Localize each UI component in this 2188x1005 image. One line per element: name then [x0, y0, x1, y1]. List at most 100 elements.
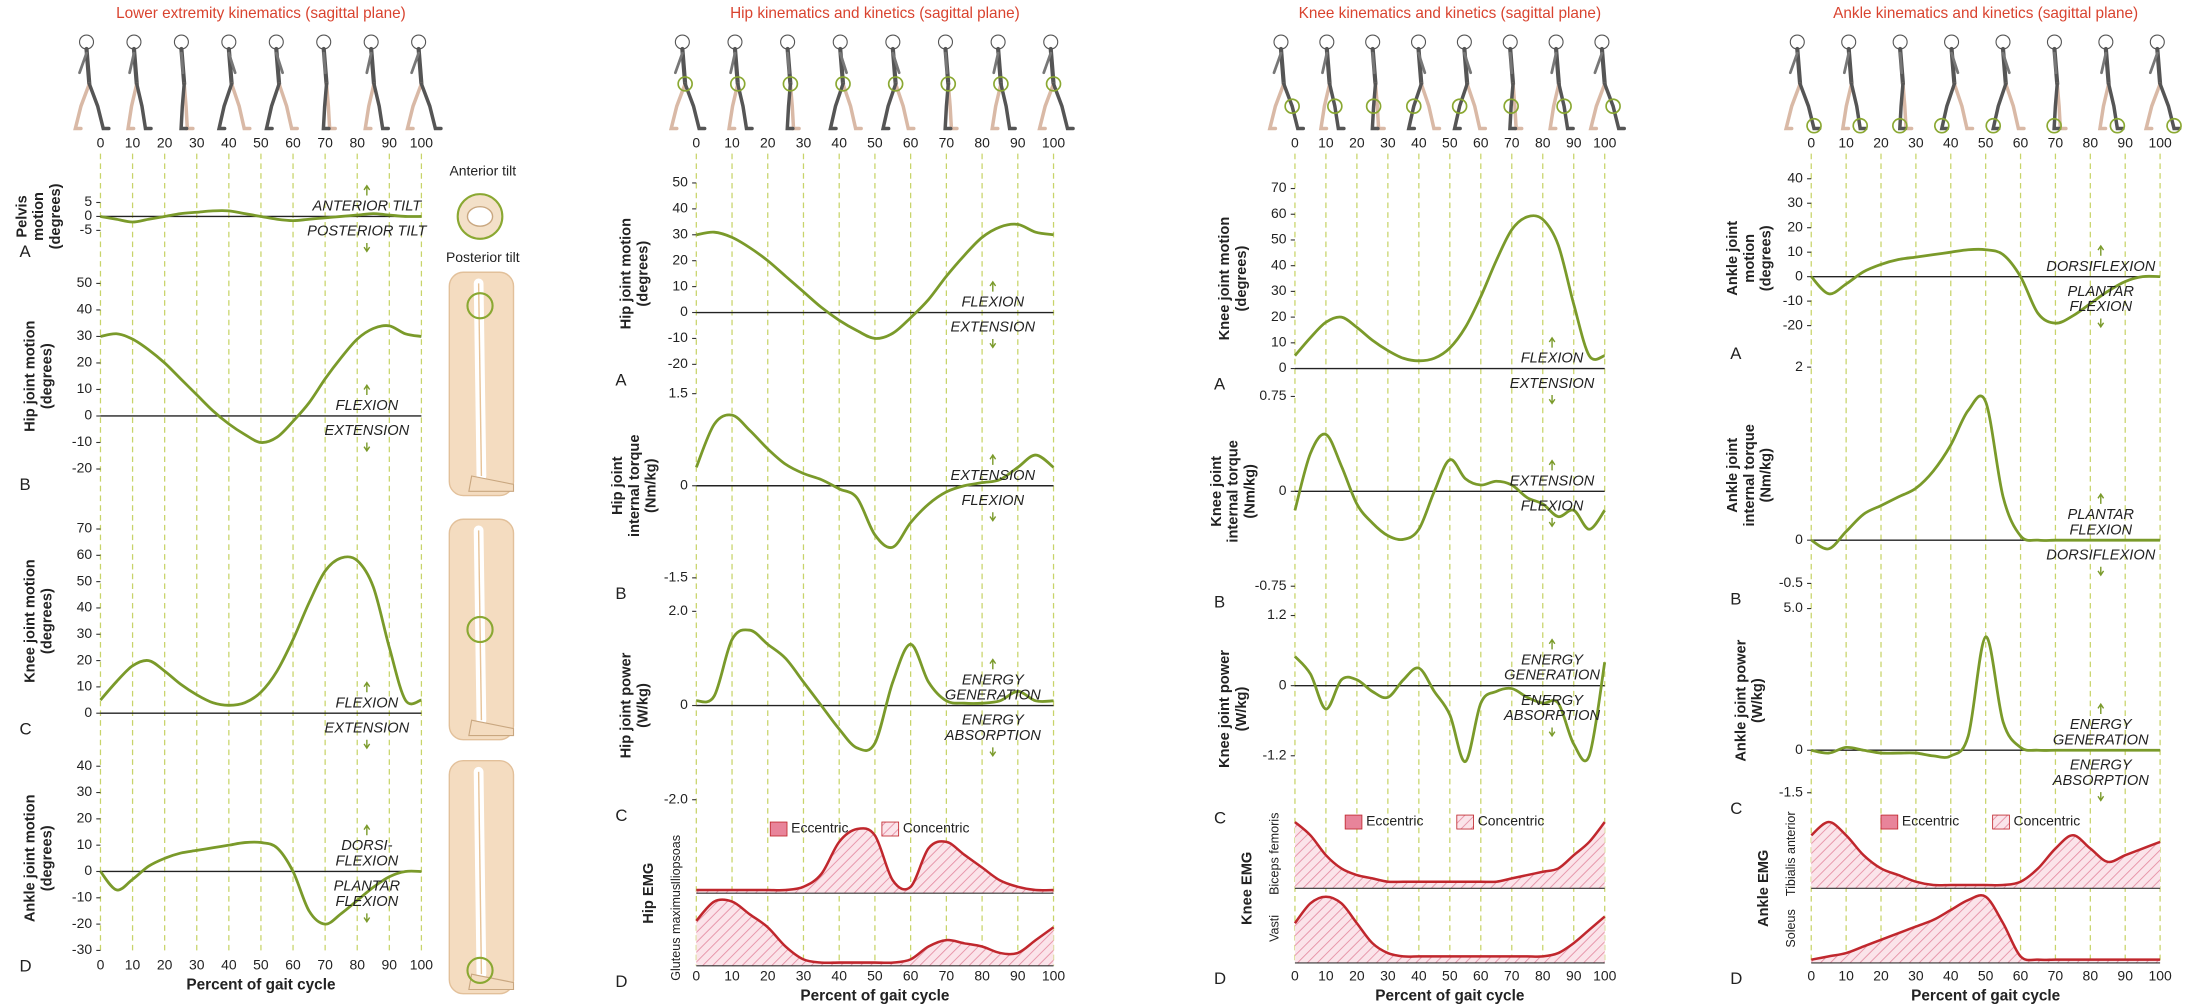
x-tick-label: 90 [1010, 968, 1026, 984]
side-label: Anterior tilt [449, 162, 516, 178]
figure-back-leg [232, 84, 250, 129]
legend-swatch-eccentric [770, 822, 787, 836]
y-axis-label: Ankle joint power(W/kg) [1733, 639, 1766, 761]
y-tick-label: 30 [77, 783, 93, 799]
x-tick-label: 20 [1349, 968, 1365, 984]
annotation: FLEXION [336, 894, 399, 910]
y-axis-label: Hip joint motion(degrees) [618, 218, 651, 329]
y-tick-label: 0 [84, 407, 92, 423]
y-tick-label: 40 [77, 301, 93, 317]
x-tick-label: 10 [1318, 968, 1334, 984]
x-tick-label: 40 [221, 956, 237, 972]
annotation: FLEXION [961, 493, 1024, 509]
y-tick-label: 30 [1271, 282, 1287, 298]
x-tick-label: 0 [1291, 968, 1299, 984]
muscle-label: Biceps femoris [1268, 813, 1282, 895]
strip-tick-label: 70 [1504, 135, 1520, 151]
strip-tick-label: 20 [1349, 135, 1365, 151]
emg-fill [696, 828, 1053, 893]
strip-tick-label: 90 [382, 135, 398, 151]
x-axis-label: Percent of gait cycle [1911, 988, 2060, 1005]
strip-tick-label: 80 [349, 135, 365, 151]
y-tick-label: 10 [1271, 334, 1287, 350]
y-tick-label: 10 [672, 277, 688, 293]
y-tick-label: 10 [77, 836, 93, 852]
y-tick-label: 1.5 [669, 384, 689, 400]
arrow-up [364, 825, 370, 835]
y-axis-label-line: (Nm/kg) [1758, 448, 1774, 503]
panel-letter: B [1730, 590, 1741, 609]
y-tick-label: -20 [668, 355, 688, 371]
pelvis-bone [467, 207, 492, 227]
strip-tick-label: 70 [2048, 135, 2064, 151]
panel-letter: C [615, 806, 627, 825]
walking-figure [364, 35, 388, 128]
x-tick-label: 40 [831, 968, 847, 984]
annotation: ABSORPTION [944, 728, 1041, 744]
figure-back-leg [1421, 84, 1439, 129]
y-tick-label: 40 [1787, 169, 1803, 185]
y-tick-label: 0 [1795, 741, 1803, 757]
annotation: ABSORPTION [2052, 773, 2149, 789]
panel-letter: C [1214, 809, 1226, 828]
arrow-up [1549, 461, 1555, 471]
y-axis-label: Ankle jointmotion(degrees) [1725, 221, 1774, 296]
strip-tick-label: 60 [903, 135, 919, 151]
strip-tick-label: 100 [1042, 135, 1066, 151]
arrow-up [364, 683, 370, 693]
muscle-label: Gluteus maximus [669, 884, 683, 981]
y-tick-label: 20 [77, 810, 93, 826]
arrow-up [2098, 704, 2104, 714]
y-axis-label-line: Ankle joint power [1733, 639, 1749, 761]
y-axis-label-line: internal torque [627, 435, 643, 537]
y-tick-label: 40 [77, 757, 93, 773]
figure-arm [181, 53, 183, 73]
panel-letter: A [1730, 344, 1742, 363]
strip-tick-label: 80 [974, 135, 990, 151]
y-axis-label: Knee joint motion(degrees) [1217, 217, 1250, 341]
figure-back-leg [1843, 84, 1852, 129]
y-tick-label: 0 [680, 696, 688, 712]
figure-front-leg [137, 84, 151, 129]
strip-tick-label: 30 [1908, 135, 1924, 151]
strip-tick-label: 50 [1442, 135, 1458, 151]
walking-figure [317, 35, 335, 128]
arrow-down [1549, 395, 1555, 403]
column-title: Hip kinematics and kinetics (sagittal pl… [730, 5, 1020, 22]
figure-front-leg [2160, 84, 2180, 129]
column-title: Ankle kinematics and kinetics (sagittal … [1833, 5, 2138, 22]
y-tick-label: 0.75 [1259, 387, 1286, 403]
x-tick-label: 70 [1504, 968, 1520, 984]
arrow-up [2098, 494, 2104, 504]
figure-back-leg [1786, 84, 1800, 129]
arrow-down [2098, 567, 2104, 575]
strip-tick-label: 20 [760, 135, 776, 151]
figure-front-leg [219, 84, 232, 129]
y-axis-label-line: Hip joint [610, 456, 626, 515]
arrow-up [1549, 338, 1555, 348]
legend-swatch-concentric [1457, 815, 1474, 829]
y-tick-label: 20 [1787, 218, 1803, 234]
figure-arm [2150, 53, 2157, 73]
y-tick-label: 0 [680, 476, 688, 492]
walking-figure [407, 35, 440, 128]
y-axis-label-line: Knee joint motion [1217, 217, 1233, 341]
strip-tick-label: 0 [692, 135, 700, 151]
figure-arm [412, 53, 419, 73]
legend-label: Concentric [1478, 813, 1545, 829]
annotation: ENERGY [2070, 757, 2133, 773]
y-axis-label-line: Ankle joint motion [23, 794, 39, 922]
strip-tick-label: 80 [1535, 135, 1551, 151]
arrow-up [990, 282, 996, 292]
y-tick-label: -2.0 [664, 790, 688, 806]
y-axis-label-line: (degrees) [39, 343, 55, 409]
panel-letter: C [1730, 799, 1742, 818]
figure-arm [2054, 53, 2056, 73]
y-tick-label: -10 [668, 329, 688, 345]
y-tick-label: 10 [77, 380, 93, 396]
annotation: POSTERIOR TILT [307, 224, 427, 240]
walking-figure [75, 35, 108, 128]
walking-figure [1986, 35, 2024, 133]
y-tick-label: -1.5 [664, 569, 688, 585]
arrow-down [364, 913, 370, 921]
